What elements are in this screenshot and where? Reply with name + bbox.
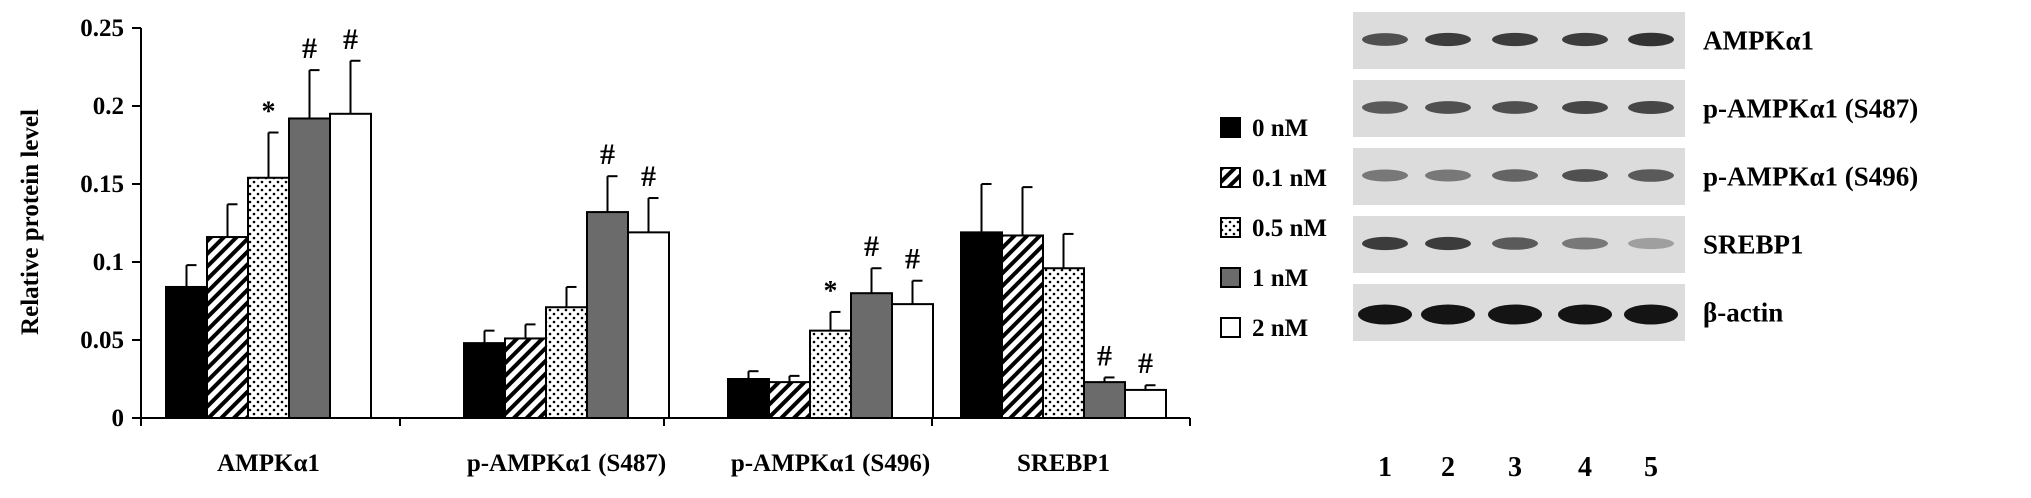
bar [1124,388,1167,420]
bar [288,117,331,419]
blot-band [1492,32,1538,47]
blot-band [1628,169,1674,182]
bar [463,342,506,419]
blot-band [1562,237,1608,250]
blot-band [1624,304,1678,325]
blot-band [1628,237,1674,250]
legend-swatch [1220,167,1241,188]
y-tick-label: 0.05 [80,327,124,354]
bar [165,285,208,419]
blot-band [1362,101,1408,114]
bar [1083,381,1126,419]
legend-label: 2 nM [1252,315,1308,342]
legend-swatch [1220,217,1241,238]
blot-row-label: SREBP1 [1703,230,1804,260]
y-tick-label: 0.1 [93,249,124,276]
blot-band [1421,304,1475,325]
significance-mark: # [1097,339,1112,372]
significance-mark: # [1138,347,1153,380]
blot-row-label: β-actin [1703,298,1783,328]
bar [545,306,588,419]
bar [504,337,547,419]
blot-band [1492,237,1538,250]
legend-label: 0.1 nM [1252,165,1327,192]
bar [586,211,629,419]
x-ticks [140,418,1191,426]
blot-lane-number: 2 [1441,452,1455,483]
y-tick-label: 0 [112,405,125,432]
blot-lane-number: 3 [1508,452,1522,483]
y-ticks: 0 0.05 0.1 0.15 0.2 0.25 [80,15,141,432]
blot-band [1425,236,1471,251]
blot-band [1425,169,1471,182]
blot-band [1628,32,1674,47]
x-category-labels: AMPKα1 p-AMPKα1 (S487) p-AMPKα1 (S496) SREB… [217,450,1110,477]
y-tick-label: 0.2 [93,93,124,120]
significance-mark: * [262,97,276,128]
bar [627,231,670,419]
x-category-label: AMPKα1 [217,450,320,477]
blot-band [1425,32,1471,47]
blot-band [1492,169,1538,182]
bar-chart: Relative protein level 0 0.05 0.1 0.15 0.2 0.… [17,15,1191,477]
blot-band [1492,101,1538,114]
blot-lane-number: 5 [1644,452,1658,483]
bar [1042,267,1085,419]
blot-band [1562,169,1608,182]
blot-row-label: p-AMPKα1 (S487) [1703,94,1918,124]
significance-mark: # [864,230,879,263]
blot-band [1362,169,1408,182]
significance-mark: # [905,243,920,276]
bar [809,329,852,420]
blot-row-label: AMPKα1 [1703,26,1814,56]
blot-lane-number: 1 [1378,452,1392,483]
bar [1001,234,1044,419]
legend: 0 nM 0.1 nM 0.5 nM 1 nM 2 nM [1220,115,1327,342]
blot-band [1362,236,1408,251]
y-axis-label: Relative protein level [17,109,44,335]
bar [329,112,372,420]
x-category-label: p-AMPKα1 (S496) [731,450,930,477]
blot-band [1488,304,1542,325]
legend-swatch [1220,317,1241,338]
bars: * * # # # # # # # # [165,23,1167,420]
bar [206,236,249,419]
legend-label: 0 nM [1252,115,1308,142]
blot-band [1562,32,1608,47]
bar [960,231,1003,419]
blot-band [1562,101,1608,114]
x-category-label: p-AMPKα1 (S487) [467,450,666,477]
legend-swatch [1220,267,1241,288]
western-blot: AMPKα1 p-AMPKα1 (S487) p-AMPKα1 (S496) SREB… [1353,12,1918,483]
blot-lane-number: 4 [1578,452,1592,483]
legend-label: 1 nM [1252,265,1308,292]
blot-band [1425,101,1471,114]
significance-mark: # [343,23,358,56]
significance-mark: # [600,138,615,171]
significance-mark: # [302,32,317,65]
bar [768,381,811,419]
legend-swatch [1220,117,1241,138]
bar [727,378,770,419]
bar [247,176,290,419]
y-tick-label: 0.15 [80,171,124,198]
blot-band [1362,33,1408,46]
y-tick-label: 0.25 [80,15,124,42]
x-category-label: SREBP1 [1017,450,1110,477]
legend-label: 0.5 nM [1252,215,1327,242]
bar [850,292,893,420]
bar [891,303,934,419]
blot-row-label: p-AMPKα1 (S496) [1703,162,1918,192]
blot-band [1628,101,1674,114]
significance-mark: # [641,160,656,193]
significance-mark: * [824,276,838,307]
blot-band [1558,304,1612,325]
blot-band [1358,304,1412,325]
